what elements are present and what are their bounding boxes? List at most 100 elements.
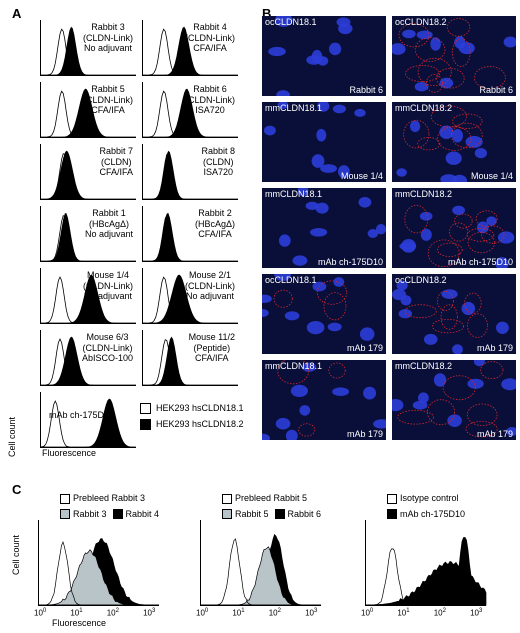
negative-histogram — [143, 214, 238, 262]
histogram: Rabbit 5 (CLDN-Link) CFA/IFA — [40, 82, 136, 138]
micrograph-construct-label: mmCLDN18.2 — [395, 189, 453, 199]
membrane-stain — [273, 289, 293, 308]
nucleus — [416, 30, 433, 40]
micrograph-antibody-label: Mouse 1/4 — [470, 171, 513, 181]
legend-label: HEK293 hsCLDN18.1 — [156, 403, 244, 413]
nucleus — [398, 309, 412, 319]
nucleus — [396, 168, 407, 177]
legend-entry: Prebleed Rabbit 5 — [222, 492, 307, 505]
nucleus — [423, 333, 438, 345]
nucleus — [503, 36, 516, 48]
membrane-stain — [467, 313, 488, 338]
membrane-stain — [465, 420, 498, 438]
flow-legend: Prebleed Rabbit 5 Rabbit 5 Rabbit 6 — [222, 492, 362, 523]
membrane-stain — [323, 292, 347, 321]
x-tick-label: 103 — [305, 608, 318, 618]
membrane-stain — [449, 222, 469, 242]
nucleus — [392, 399, 404, 412]
micrograph-construct-label: mmCLDN18.1 — [265, 361, 323, 371]
histogram-label: Mouse 1/4 (CLDN-Link) No adjuvant — [82, 270, 133, 301]
flow-histogram-plot: 100 101 102 103 — [34, 520, 159, 618]
histogram-label: Rabbit 3 (CLDN-Link) No adjuvant — [82, 22, 133, 53]
micrograph: ocCLDN18.1 Rabbit 6 — [262, 16, 386, 96]
micrograph: ocCLDN18.2 mAb 179 — [392, 274, 516, 354]
panel-a-ylabel: Cell count — [7, 416, 18, 458]
x-tick-label: 102 — [268, 608, 281, 618]
nucleus — [439, 125, 454, 139]
x-tick-label: 102 — [106, 608, 119, 618]
negative-histogram — [143, 339, 238, 386]
positive-histogram — [143, 88, 238, 137]
nucleus — [452, 129, 463, 143]
legend-swatch — [60, 509, 70, 519]
micrograph-antibody-label: mAb 179 — [346, 343, 383, 353]
x-tick-label: 100 — [34, 608, 47, 618]
positive-histogram — [41, 88, 136, 137]
nucleus — [445, 151, 462, 165]
histogram-label: Rabbit 8 (CLDN) ISA720 — [201, 146, 235, 177]
membrane-stain — [452, 113, 483, 129]
nucleus — [274, 274, 292, 282]
nucleus — [447, 414, 462, 427]
membrane-stain — [405, 65, 440, 83]
legend-entry: Isotype control — [387, 492, 459, 505]
nucleus — [264, 125, 276, 136]
nucleus — [458, 42, 475, 55]
negative-histogram — [143, 153, 238, 200]
micrograph-construct-label: mmCLDN18.1 — [265, 103, 323, 113]
nucleus — [332, 104, 346, 114]
positive-histogram — [143, 26, 238, 76]
nucleus — [354, 108, 366, 117]
micrograph: mmCLDN18.2 mAb 179 — [392, 360, 516, 440]
nucleus — [268, 46, 286, 57]
histogram: mAb ch-175D10 — [40, 392, 136, 448]
negative-histogram — [41, 276, 136, 324]
legend-entry: mAb ch-175D10 — [387, 508, 465, 521]
nucleus — [452, 174, 468, 182]
nucleus — [367, 229, 379, 238]
negative-histogram — [40, 400, 136, 448]
nucleus — [290, 384, 308, 397]
negative-histogram — [143, 28, 238, 76]
positive-histogram — [143, 150, 238, 199]
micrograph-construct-label: ocCLDN18.1 — [265, 275, 317, 285]
membrane-stain — [398, 23, 430, 48]
nucleus — [474, 148, 487, 159]
negative-histogram — [41, 28, 136, 76]
membrane-stain — [436, 68, 465, 89]
nucleus — [400, 295, 412, 306]
micrograph-construct-label: mmCLDN18.1 — [265, 189, 323, 199]
nucleus — [262, 309, 269, 317]
nucleus — [401, 239, 416, 253]
micrograph: mmCLDN18.2 mAb ch-175D10 — [392, 188, 516, 268]
positive-histogram — [41, 336, 136, 385]
nucleus — [327, 322, 342, 332]
nucleus — [275, 417, 291, 430]
nucleus — [276, 90, 290, 96]
micrograph-antibody-label: mAb 179 — [476, 343, 513, 353]
panel-a-label: A — [12, 6, 22, 21]
membrane-stain — [397, 409, 434, 425]
membrane-stain — [427, 239, 460, 268]
histogram: Rabbit 8 (CLDN) ISA720 — [142, 144, 238, 200]
micrograph-construct-label: mmCLDN18.2 — [395, 103, 453, 113]
membrane-stain — [480, 361, 504, 380]
legend-swatch — [60, 493, 70, 504]
nucleus — [306, 321, 325, 335]
membrane-stain — [442, 375, 476, 401]
nucleus — [430, 37, 441, 51]
negative-histogram — [41, 338, 136, 386]
nucleus — [375, 224, 386, 235]
membrane-stain — [417, 57, 452, 87]
legend-swatch-filled — [140, 418, 151, 430]
micrograph: ocCLDN18.1 mAb 179 — [262, 274, 386, 354]
nucleus — [486, 216, 497, 226]
legend-swatch — [387, 493, 397, 504]
x-tick-label: 101 — [232, 608, 245, 618]
nucleus — [420, 228, 432, 241]
panel-a-xlabel: Fluorescence — [42, 448, 97, 458]
nucleus — [275, 16, 293, 27]
micrograph-antibody-label: mAb ch-175D10 — [447, 257, 513, 267]
legend-entry: Rabbit 4 — [112, 508, 159, 521]
membrane-stain — [440, 304, 458, 330]
